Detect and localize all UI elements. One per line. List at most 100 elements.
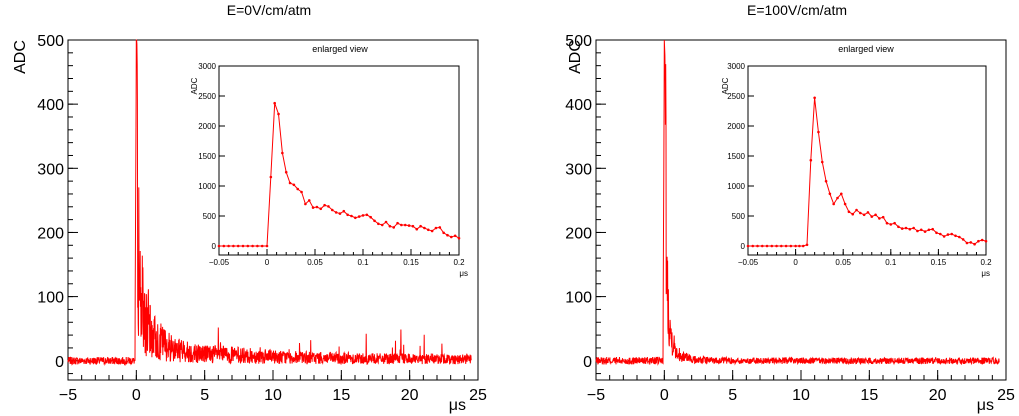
x-tick-label: 5 [728, 387, 737, 404]
x-axis-label: μs [977, 397, 994, 414]
inset-title: enlarged view [312, 44, 368, 54]
chart-title: E=0V/cm/atm [227, 2, 311, 18]
inset-title: enlarged view [838, 44, 894, 54]
inset-data-point [217, 244, 221, 248]
inset-data-point [373, 219, 376, 223]
inset-data-point [836, 196, 839, 200]
inset-data-point [780, 244, 783, 248]
inset-data-point [369, 215, 372, 219]
inset-y-tick-label: 0 [212, 242, 217, 251]
y-tick-label: 100 [565, 290, 592, 307]
inset-data-point [824, 179, 828, 183]
inset-y-label: ADC [721, 77, 730, 94]
inset-y-tick-label: 0 [741, 242, 746, 251]
inset-data-point [292, 183, 296, 187]
inset-data-point [855, 208, 858, 212]
inset-data-point [939, 232, 942, 236]
inset-data-point [288, 181, 292, 185]
inset-data-point [354, 216, 357, 220]
inset-data-point [315, 205, 319, 209]
inset-data-point [984, 239, 988, 243]
inset-y-tick-label: 1000 [727, 182, 745, 191]
inset-data-point [765, 244, 769, 248]
inset-data-point [817, 130, 820, 134]
inset-data-point [384, 220, 388, 224]
inset-data-point [400, 223, 403, 227]
x-axis-label: μs [449, 397, 466, 414]
inset-data-point [415, 227, 419, 231]
inset-data-point [942, 235, 946, 238]
x-tick-label: 25 [997, 387, 1015, 404]
inset-data-point [878, 217, 881, 220]
inset-y-tick-label: 2000 [727, 122, 745, 131]
inset-data-point [954, 234, 957, 238]
inset-x-label: μs [459, 269, 468, 278]
inset-data-point [866, 211, 870, 214]
inset-data-point [801, 244, 805, 248]
inset-data-point [950, 232, 954, 236]
y-tick-label: 0 [55, 354, 64, 371]
inset-data-point [908, 227, 912, 231]
inset-data-point [319, 207, 323, 211]
x-tick-label: 25 [469, 387, 487, 404]
inset-y-tick-label: 1500 [198, 152, 216, 161]
inset-data-point [380, 223, 384, 227]
inset-data-point [323, 203, 326, 207]
inset-data-point [977, 239, 980, 243]
y-axis-label: ADC [567, 40, 584, 74]
inset-x-tick-label: 0 [793, 258, 798, 267]
inset-data-point [746, 244, 750, 248]
chart-left: E=0V/cm/atm ADC μs −5 0 5 10 15 20 25 0 100 200 30… [12, 2, 487, 414]
inset-data-point [396, 221, 399, 225]
inset-data-point [365, 213, 369, 217]
inset-data-point [442, 231, 445, 235]
inset-y-tick-label: 500 [732, 212, 746, 221]
inset-y-tick-label: 2500 [727, 92, 745, 101]
inset-data-point [419, 224, 422, 228]
y-tick-label: 500 [565, 33, 592, 50]
inset-data-point [805, 243, 809, 247]
inset-data-point [403, 223, 407, 227]
inset-data-point [760, 244, 764, 248]
inset-data-point [453, 234, 457, 238]
inset-data-point [338, 212, 342, 215]
inset-data-point [241, 244, 245, 248]
main-axes: −5 0 5 10 15 20 25 0 100 200 300 400 500 [37, 33, 487, 404]
inset-data-point [346, 213, 349, 217]
inset-data-point [281, 151, 284, 155]
inset-data-point [859, 211, 862, 215]
inset-data-point [251, 244, 254, 248]
inset-data-point [284, 170, 288, 174]
inset-x-tick-label: −0.05 [738, 258, 759, 267]
inset-data-point [222, 244, 226, 248]
x-tick-label: 20 [401, 387, 419, 404]
inset-data-point [916, 229, 919, 233]
inset-data-point [260, 244, 264, 248]
inset-data-point [277, 112, 280, 116]
inset-data-point [912, 226, 915, 230]
chart-title: E=100V/cm/atm [747, 2, 847, 18]
inset-y-label: ADC [190, 77, 199, 94]
inset-x-tick-label: −0.05 [209, 258, 230, 267]
inset-data-point [296, 187, 300, 191]
waveform-series [595, 39, 1000, 366]
inset-data-point [900, 227, 904, 230]
inset-data-point [965, 241, 969, 245]
inset-data-point [751, 244, 755, 248]
inset-data-point [265, 244, 269, 248]
inset-y-tick-label: 2000 [198, 122, 216, 131]
inset-data-point [832, 202, 835, 206]
inset-data-point [392, 226, 396, 229]
inset-data-point [798, 244, 801, 248]
inset-data-point [388, 224, 392, 228]
inset-data-point [457, 236, 461, 240]
inset-data-point [784, 244, 788, 248]
inset-data-point [813, 96, 816, 100]
inset-data-point [273, 101, 276, 105]
inset-data-point [980, 238, 984, 242]
inset-x-tick-label: 0.1 [885, 258, 897, 267]
inset-data-point [246, 244, 250, 248]
inset-data-point [350, 214, 353, 218]
inset-data-point [327, 205, 330, 208]
inset-x-label: μs [981, 269, 990, 278]
